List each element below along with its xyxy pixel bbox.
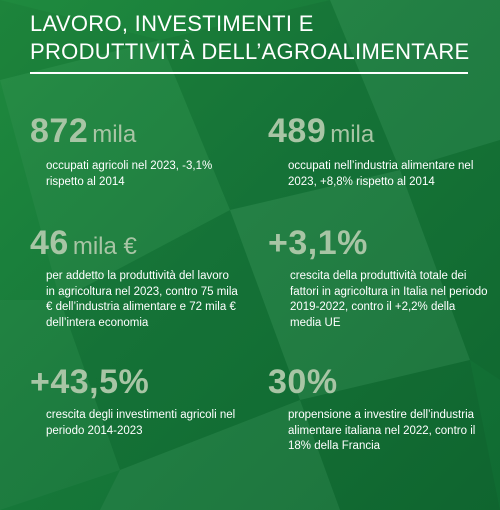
stat-description: propensione a investire dell’industria a… — [288, 409, 476, 452]
stat-total-factor-productivity: +3,1% crescita della produttività totale… — [268, 224, 488, 331]
stat-agricultural-employment: 872 mila occupati agricoli nel 2023, -3,1… — [30, 112, 240, 190]
stat-unit: mila — [92, 121, 137, 148]
title-underline — [30, 72, 468, 74]
stat-value: +43,5% — [30, 363, 240, 402]
stat-unit: mila — [330, 121, 375, 148]
stat-value: +3,1% — [268, 224, 488, 263]
stat-description: occupati nell’industria alimentare nel 2… — [288, 160, 474, 188]
stat-description: crescita degli investimenti agricoli nel… — [46, 409, 236, 437]
stat-number: +43,5% — [30, 363, 150, 401]
stat-number: 489 — [268, 112, 327, 150]
stat-value: 30% — [268, 363, 488, 402]
stat-number: 872 — [30, 112, 89, 150]
stat-description: crescita della produttività totale dei f… — [290, 270, 488, 329]
stat-description: occupati agricoli nel 2023, -3,1% rispet… — [46, 160, 213, 188]
stat-agricultural-investment: +43,5% crescita degli investimenti agric… — [30, 363, 240, 439]
stat-value: 872 mila — [30, 112, 240, 151]
stat-value: 489 mila — [268, 112, 488, 151]
stat-investment-propensity: 30% propensione a investire dell’industr… — [268, 363, 488, 455]
stat-number: 46 — [30, 224, 69, 262]
title-line-2: PRODUTTIVITÀ DELL’AGROALIMENTARE — [30, 39, 470, 64]
stat-description: per addetto la produttività del lavoro i… — [46, 270, 238, 329]
stat-food-industry-employment: 489 mila occupati nell’industria alimenta… — [268, 112, 488, 190]
stat-unit: mila € — [72, 233, 137, 260]
stat-number: +3,1% — [268, 224, 368, 262]
stat-labour-productivity: 46 mila € per addetto la produttività del… — [30, 224, 240, 331]
stat-number: 30% — [268, 363, 338, 401]
page-title: LAVORO, INVESTIMENTI E PRODUTTIVITÀ DELL… — [30, 10, 480, 66]
stat-value: 46 mila € — [30, 224, 240, 263]
title-line-1: LAVORO, INVESTIMENTI E — [30, 11, 314, 36]
